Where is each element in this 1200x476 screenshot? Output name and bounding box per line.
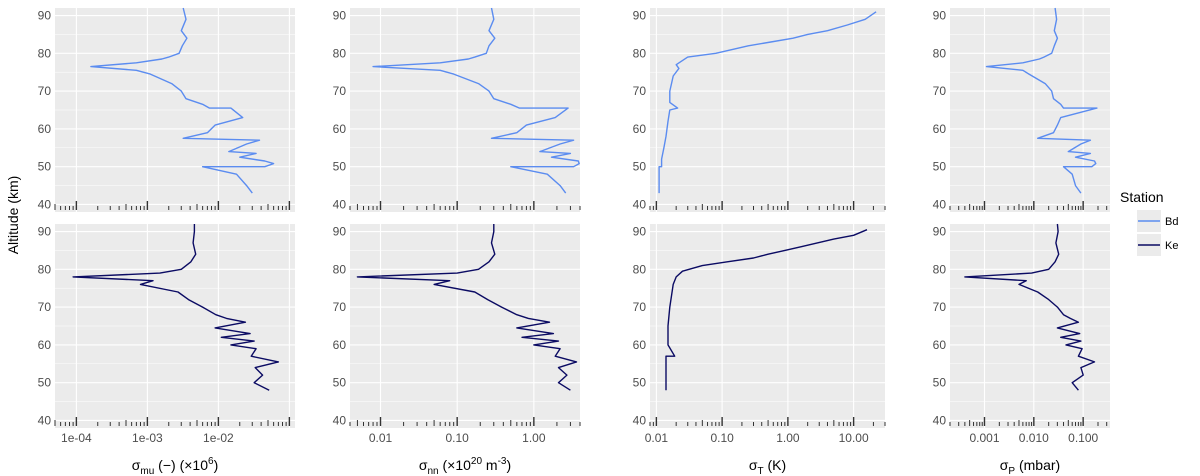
x-tick-label: 0.100 — [1068, 431, 1098, 445]
y-tick-label: 80 — [38, 262, 52, 276]
y-tick-label: 70 — [38, 84, 52, 98]
y-tick-label: 40 — [933, 197, 947, 211]
y-tick-label: 60 — [633, 122, 647, 136]
y-tick-label: 60 — [333, 122, 347, 136]
y-tick-label: 40 — [38, 197, 52, 211]
y-tick-label: 60 — [38, 338, 52, 352]
series-line-ke — [665, 229, 868, 391]
series-line-ke — [72, 224, 280, 391]
legend-label-bd: Bd — [1165, 216, 1178, 228]
y-tick-label: 40 — [38, 413, 52, 427]
y-tick-label: 50 — [633, 376, 647, 390]
x-tick-label: 0.010 — [1019, 431, 1049, 445]
panel-ke-mu: 40 50 60 70 80 90 1e-04 1e-03 1e-02 — [38, 224, 295, 445]
y-tick-label: 70 — [633, 300, 647, 314]
y-tick-label: 90 — [933, 9, 947, 23]
x-tick-label: 1e-03 — [132, 431, 163, 445]
x-axis-title-T: σT (K) — [749, 457, 786, 476]
series-line-ke — [964, 223, 1096, 391]
y-tick-label: 60 — [633, 338, 647, 352]
y-tick-label: 50 — [633, 160, 647, 174]
panel-bd-nn: 40 50 60 70 80 90 — [333, 7, 581, 212]
x-axis-titles: σmu (−) (×106) σnn (×1020 m-3) σT (K) σP (m… — [132, 456, 1060, 476]
y-tick-label: 60 — [38, 122, 52, 136]
x-tick-label: 0.10 — [710, 431, 734, 445]
y-tick-label: 70 — [933, 300, 947, 314]
y-tick-label: 70 — [633, 84, 647, 98]
series-line-bd — [985, 7, 1098, 194]
y-axis-title: Altitude (km) — [5, 176, 21, 255]
x-tick-label: 1.00 — [522, 431, 546, 445]
series-line-bd — [658, 11, 877, 194]
y-tick-label: 50 — [333, 376, 347, 390]
x-tick-label: 0.01 — [369, 431, 393, 445]
y-tick-label: 90 — [38, 9, 52, 23]
y-tick-label: 80 — [333, 262, 347, 276]
y-tick-label: 80 — [333, 46, 347, 60]
y-tick-label: 90 — [933, 225, 947, 239]
x-tick-label: 1.00 — [776, 431, 800, 445]
y-tick-label: 40 — [633, 413, 647, 427]
panel-ke-nn: 40 50 60 70 80 90 0.01 0.10 1.00 — [333, 224, 581, 445]
y-tick-label: 70 — [333, 300, 347, 314]
x-tick-label: 0.01 — [645, 431, 669, 445]
panel-ke-T: 40 50 60 70 80 90 0.01 0.10 1.00 10.00 — [633, 224, 886, 445]
y-tick-label: 40 — [633, 197, 647, 211]
x-axis-title-P: σP (mbar) — [1000, 457, 1060, 476]
y-tick-label: 70 — [933, 84, 947, 98]
y-tick-label: 80 — [633, 46, 647, 60]
legend-label-ke: Ke — [1165, 240, 1178, 252]
y-tick-label: 90 — [38, 225, 52, 239]
y-tick-label: 80 — [633, 262, 647, 276]
y-tick-label: 50 — [38, 160, 52, 174]
y-tick-label: 90 — [333, 9, 347, 23]
y-tick-label: 40 — [933, 413, 947, 427]
y-tick-label: 50 — [933, 376, 947, 390]
x-tick-label: 1e-04 — [61, 431, 92, 445]
y-tick-label: 60 — [933, 338, 947, 352]
series-line-bd — [372, 7, 580, 194]
series-line-ke — [356, 224, 578, 391]
y-tick-label: 60 — [933, 122, 947, 136]
x-tick-label: 1e-02 — [203, 431, 234, 445]
panel-ke-P: 40 50 60 70 80 90 0.001 0.010 0.100 — [933, 223, 1110, 445]
x-axis-title-nn: σnn (×1020 m-3) — [419, 456, 511, 476]
panel-bd-mu: 40 50 60 70 80 90 — [38, 7, 295, 212]
y-tick-label: 90 — [633, 225, 647, 239]
x-tick-label: 0.10 — [445, 431, 469, 445]
x-axis-title-mu: σmu (−) (×106) — [132, 456, 218, 476]
y-tick-label: 80 — [38, 46, 52, 60]
y-tick-label: 40 — [333, 197, 347, 211]
y-tick-label: 50 — [933, 160, 947, 174]
y-tick-label: 90 — [633, 9, 647, 23]
y-tick-label: 40 — [333, 413, 347, 427]
y-tick-label: 90 — [333, 225, 347, 239]
legend-title: Station — [1120, 189, 1164, 205]
y-tick-label: 60 — [333, 338, 347, 352]
series-line-bd — [90, 7, 275, 194]
y-tick-label: 70 — [38, 300, 52, 314]
legend: Station Bd Ke — [1120, 189, 1178, 256]
y-tick-label: 70 — [333, 84, 347, 98]
panel-bd-P: 40 50 60 70 80 90 — [933, 7, 1110, 212]
y-tick-label: 50 — [38, 376, 52, 390]
panel-bd-T: 40 50 60 70 80 90 — [633, 8, 886, 212]
y-tick-label: 50 — [333, 160, 347, 174]
y-tick-label: 80 — [933, 46, 947, 60]
x-tick-label: 0.001 — [969, 431, 999, 445]
x-tick-label: 10.00 — [839, 431, 869, 445]
y-tick-label: 80 — [933, 262, 947, 276]
